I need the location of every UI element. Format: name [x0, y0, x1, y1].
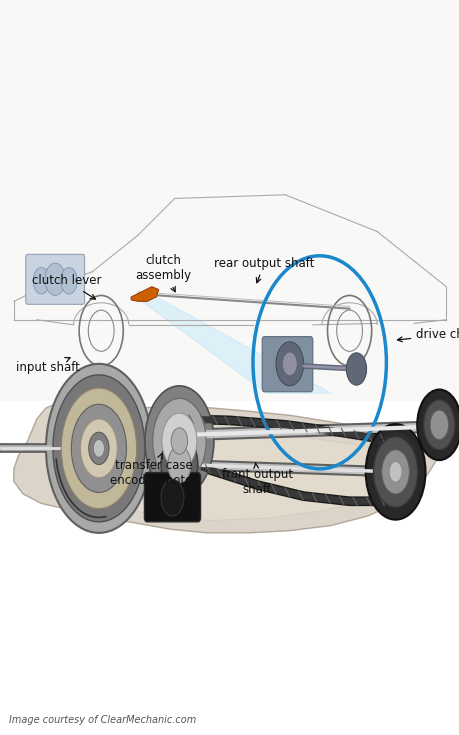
Circle shape	[168, 446, 190, 483]
FancyBboxPatch shape	[26, 254, 84, 304]
Circle shape	[171, 428, 187, 454]
Circle shape	[61, 268, 77, 294]
Text: transfer case
encoder motor: transfer case encoder motor	[110, 453, 197, 487]
Circle shape	[45, 263, 65, 295]
Text: input shaft: input shaft	[17, 357, 80, 374]
Circle shape	[61, 388, 136, 509]
Circle shape	[33, 268, 50, 294]
Circle shape	[416, 390, 459, 460]
Circle shape	[423, 400, 454, 450]
Circle shape	[53, 375, 145, 522]
Circle shape	[162, 413, 196, 469]
FancyBboxPatch shape	[262, 337, 312, 392]
FancyBboxPatch shape	[144, 473, 200, 522]
Circle shape	[275, 342, 303, 386]
Circle shape	[381, 450, 409, 494]
Text: Image courtesy of ClearMechanic.com: Image courtesy of ClearMechanic.com	[9, 715, 196, 725]
Circle shape	[46, 364, 151, 533]
Circle shape	[161, 479, 184, 516]
Circle shape	[346, 353, 366, 385]
Polygon shape	[50, 430, 404, 520]
Circle shape	[373, 437, 417, 507]
Polygon shape	[135, 297, 330, 393]
Circle shape	[71, 404, 126, 492]
Text: clutch
assembly: clutch assembly	[135, 254, 191, 292]
Text: clutch lever: clutch lever	[32, 274, 101, 299]
Polygon shape	[131, 287, 158, 301]
Circle shape	[145, 386, 213, 496]
Circle shape	[161, 435, 197, 494]
Circle shape	[365, 424, 425, 520]
Circle shape	[282, 352, 297, 376]
FancyBboxPatch shape	[0, 0, 459, 401]
Polygon shape	[14, 401, 436, 533]
Circle shape	[89, 432, 109, 465]
Circle shape	[388, 462, 401, 482]
Text: drive chain: drive chain	[397, 328, 459, 342]
Circle shape	[152, 398, 206, 484]
Circle shape	[80, 419, 117, 478]
Text: rear output shaft: rear output shaft	[214, 257, 314, 283]
Text: front output
shaft: front output shaft	[222, 462, 292, 496]
Circle shape	[429, 410, 448, 440]
FancyBboxPatch shape	[0, 401, 459, 706]
Circle shape	[93, 440, 104, 457]
